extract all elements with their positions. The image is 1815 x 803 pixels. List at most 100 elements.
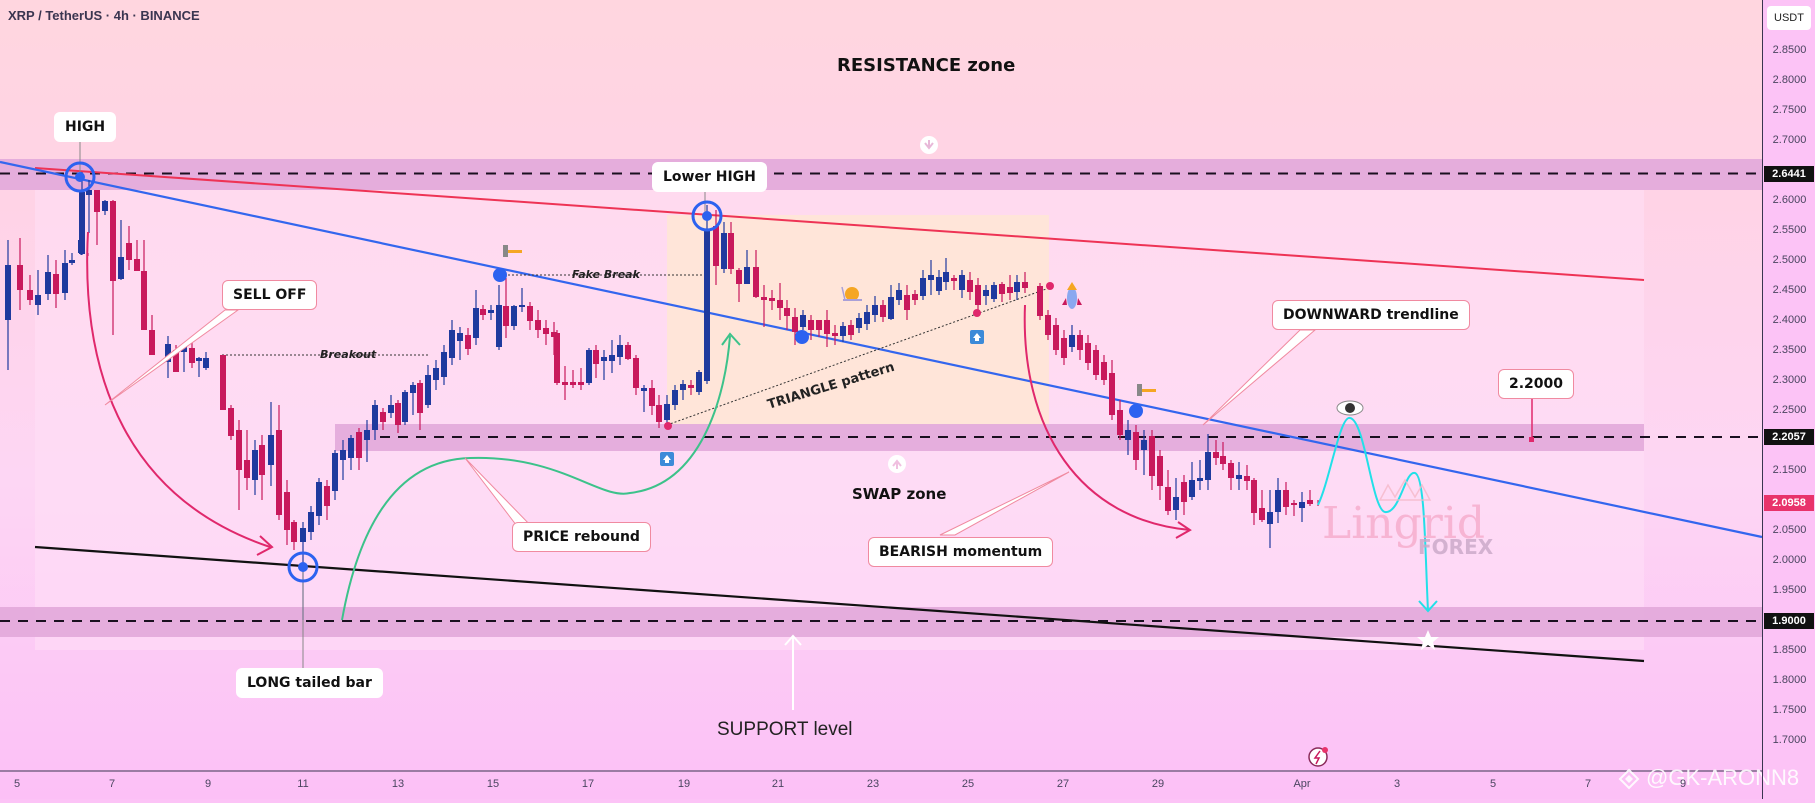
sell-off-pointer (104, 309, 240, 406)
time-tick: 7 (1584, 778, 1592, 790)
price-rebound-callout[interactable]: PRICE rebound (512, 522, 651, 552)
arrow-up-glyph-2 (973, 333, 981, 341)
price-tick: 1.7500 (1772, 704, 1807, 716)
lingrid-watermark-sub: FOREX (1418, 535, 1494, 559)
credit-watermark: @GK-ARONN8 (1646, 765, 1800, 790)
lower-high-circle-marker[interactable] (691, 200, 723, 232)
price-tick: 2.2500 (1772, 404, 1807, 416)
fake-break-dot[interactable] (493, 268, 507, 282)
price-tick: 2.8500 (1772, 44, 1807, 56)
target-price-callout[interactable]: 2.2000 (1498, 369, 1575, 399)
time-tick: 15 (486, 778, 500, 790)
resistance-zone-label: RESISTANCE zone (837, 55, 1016, 76)
hammer-icon-2 (1137, 384, 1156, 396)
projection-path[interactable] (1317, 417, 1429, 612)
time-tick: 11 (297, 778, 309, 790)
price-tick: 2.1500 (1772, 464, 1807, 476)
sell-off-callout[interactable]: SELL OFF (222, 280, 318, 310)
support-arrowhead (784, 634, 802, 646)
price-tick: 2.3500 (1772, 344, 1807, 356)
price-tick: 2.0500 (1772, 524, 1807, 536)
price-tick: 2.0000 (1772, 554, 1807, 566)
long-tail-dot (298, 562, 308, 572)
time-tick: 19 (677, 778, 691, 790)
sell-off-arrow[interactable] (86, 231, 271, 548)
red-trendline[interactable] (34, 167, 1645, 281)
symbol-title: XRP / TetherUS · 4h · BINANCE (8, 8, 200, 23)
snail-icon (841, 286, 862, 301)
trend-break-dot[interactable] (1129, 404, 1143, 418)
sell-off-arrowhead (256, 535, 274, 556)
price-tick: 2.4000 (1772, 314, 1807, 326)
arrow-up-glyph (663, 455, 671, 463)
triangle-touch-dot[interactable] (795, 330, 809, 344)
time-tick: 17 (581, 778, 595, 790)
rebound-curve[interactable] (341, 335, 731, 621)
time-tick: 13 (391, 778, 405, 790)
time-tick: 29 (1151, 778, 1165, 790)
target-point (1529, 437, 1534, 442)
fake-break-label: Fake Break (572, 268, 640, 281)
bearish-curve[interactable] (1023, 304, 1191, 531)
price-tick: 2.3000 (1772, 374, 1807, 386)
support-level-label: SUPPORT level (717, 719, 853, 740)
price-tick: 2.6000 (1772, 194, 1807, 206)
price-tick: 1.9500 (1772, 584, 1807, 596)
price-tick: 2.8000 (1772, 74, 1807, 86)
time-tick: 5 (1489, 778, 1497, 790)
high-circle-marker[interactable] (64, 161, 96, 193)
rocket-icon (1062, 282, 1082, 309)
pivot-marker (973, 309, 981, 317)
hammer-icon (503, 245, 522, 257)
currency-unit-button[interactable]: USDT (1767, 6, 1811, 30)
time-tick: Apr (1293, 778, 1311, 790)
lower-high-callout[interactable]: Lower HIGH (652, 162, 767, 192)
long-tailed-bar-callout[interactable]: LONG tailed bar (236, 668, 383, 698)
price-tick: 2.7000 (1772, 134, 1807, 146)
pivot-low-marker (664, 422, 672, 430)
support-price-badge: 1.9000 (1764, 613, 1814, 629)
current-price-badge: 2.0958 (1764, 495, 1814, 511)
breakout-label: Breakout (320, 348, 377, 361)
price-tick: 2.7500 (1772, 104, 1807, 116)
downward-pointer (1202, 329, 1317, 426)
time-tick: 23 (866, 778, 880, 790)
high-callout[interactable]: HIGH (54, 112, 117, 142)
crown-icon (1378, 478, 1432, 501)
long-tail-circle-marker[interactable] (287, 551, 319, 583)
candlesticks[interactable] (5, 172, 1319, 620)
swap-price-badge: 2.2057 (1764, 429, 1814, 445)
pivot-marker-2 (1046, 282, 1054, 290)
lightning-icon[interactable] (1308, 747, 1328, 767)
time-tick: 5 (13, 778, 21, 790)
lower-high-dot (702, 211, 712, 221)
price-tick: 1.8500 (1772, 644, 1807, 656)
price-tick: 2.5500 (1772, 224, 1807, 236)
price-axis[interactable]: USDT 2.8500 2.8000 2.7500 2.7000 2.6441 … (1762, 0, 1815, 799)
blue-downward-trendline[interactable] (0, 160, 1763, 539)
price-tick: 1.7000 (1772, 734, 1807, 746)
star-icon (1417, 630, 1439, 650)
time-tick: 9 (204, 778, 212, 790)
bearish-arrowhead (1175, 521, 1192, 539)
bearish-momentum-callout[interactable]: BEARISH momentum (868, 537, 1054, 567)
rebound-arrowhead (721, 332, 741, 346)
time-tick: 25 (961, 778, 975, 790)
projection-arrowhead (1418, 600, 1438, 613)
price-tick: 1.8000 (1772, 674, 1807, 686)
time-tick: 3 (1393, 778, 1401, 790)
time-tick: 21 (771, 778, 785, 790)
price-tick: 2.5000 (1772, 254, 1807, 266)
price-tick: 2.4500 (1772, 284, 1807, 296)
downward-trendline-callout[interactable]: DOWNWARD trendline (1272, 300, 1470, 330)
lingrid-watermark: Lingrid (1322, 498, 1486, 549)
resistance-price-badge: 2.6441 (1764, 166, 1814, 182)
time-tick: 27 (1056, 778, 1070, 790)
swap-zone-label: SWAP zone (852, 485, 947, 503)
time-tick: 9 (1679, 778, 1687, 790)
bearish-pointer (939, 471, 1070, 536)
up-arrow-glyph (892, 459, 902, 469)
time-tick: 7 (108, 778, 116, 790)
